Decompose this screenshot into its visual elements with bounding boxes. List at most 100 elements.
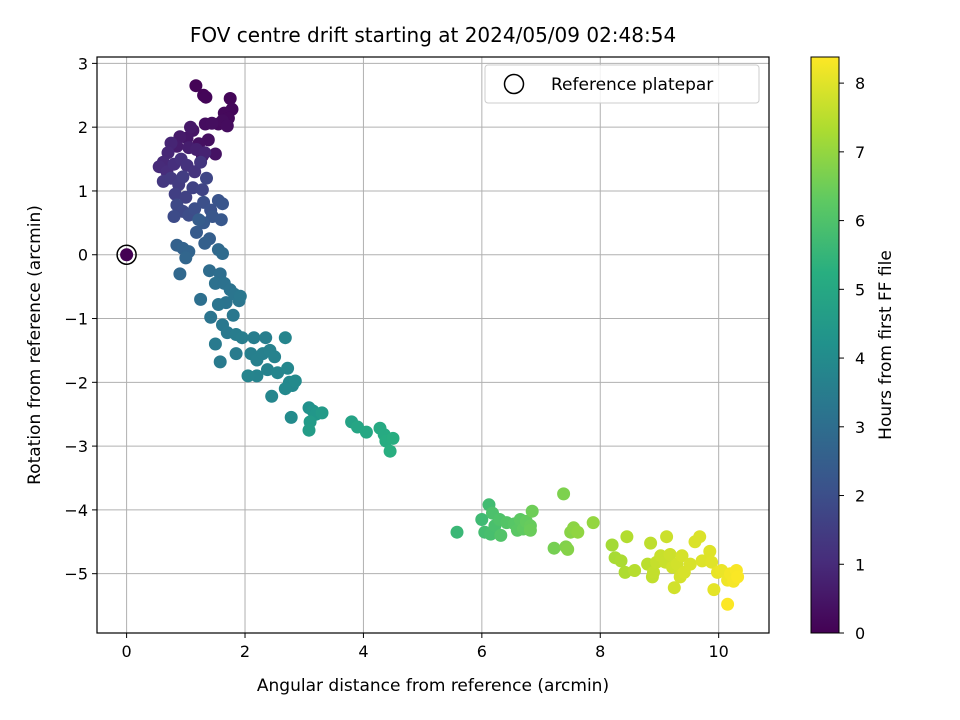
y-axis-title: Rotation from reference (arcmin) [25, 205, 45, 485]
data-point [235, 331, 249, 345]
data-point [523, 523, 537, 537]
data-point [561, 542, 575, 556]
data-point [525, 504, 539, 518]
data-point [216, 247, 229, 260]
data-point [203, 264, 216, 278]
data-point [644, 536, 658, 550]
data-point [204, 310, 218, 324]
data-point [173, 267, 187, 281]
data-point [731, 570, 745, 584]
data-point [208, 337, 222, 351]
x-axis-ticks: 0 2 4 6 8 10 [122, 633, 729, 661]
y-tick-label: −4 [64, 501, 88, 520]
data-point [475, 513, 489, 526]
data-point [167, 210, 181, 223]
colorbar-tick-label: 3 [855, 418, 865, 437]
data-point [695, 554, 709, 568]
data-point [315, 406, 329, 420]
reference-point [120, 248, 134, 262]
data-point [693, 530, 707, 544]
data-point [647, 565, 660, 579]
data-point [359, 425, 373, 439]
data-point [198, 236, 212, 250]
data-point [200, 171, 213, 185]
data-point [199, 90, 213, 104]
data-point [383, 444, 397, 458]
x-tick-label: 8 [595, 642, 605, 661]
data-point [620, 530, 634, 544]
data-point [179, 251, 193, 265]
data-point [705, 555, 719, 569]
x-tick-label: 6 [477, 642, 487, 661]
data-point [259, 331, 273, 345]
data-point [233, 289, 247, 303]
x-axis-title: Angular distance from reference (arcmin) [257, 676, 609, 696]
data-point [278, 382, 292, 396]
y-tick-label: 2 [78, 118, 88, 137]
data-point [663, 548, 677, 561]
data-point [208, 276, 222, 290]
data-point [195, 183, 209, 197]
data-point [189, 79, 203, 93]
data-point [208, 147, 222, 161]
data-point [179, 190, 193, 204]
data-point [184, 120, 197, 134]
data-point [176, 170, 190, 184]
data-point [494, 528, 508, 542]
plot-frame [96, 56, 770, 634]
data-point [190, 225, 203, 239]
data-point [284, 410, 298, 424]
data-point [271, 366, 285, 380]
data-point [168, 187, 182, 201]
data-point [211, 298, 225, 311]
data-point [261, 363, 274, 377]
y-tick-label: −1 [64, 310, 88, 329]
data-point [241, 369, 255, 383]
data-point [675, 549, 689, 563]
colorbar-title: Hours from first FF file [876, 250, 896, 440]
data-point [721, 597, 735, 611]
data-point [660, 530, 674, 544]
data-point [386, 431, 400, 445]
reference-marker-layer [116, 244, 137, 265]
y-tick-label: −2 [64, 373, 88, 392]
x-tick-label: 0 [122, 642, 132, 661]
data-point [213, 355, 227, 369]
data-point [281, 361, 295, 375]
x-tick-label: 10 [708, 642, 728, 661]
x-tick-label: 4 [358, 642, 368, 661]
data-point [229, 347, 243, 361]
colorbar-tick-label: 0 [855, 624, 865, 643]
y-tick-label: 3 [78, 54, 88, 73]
data-point [683, 557, 697, 571]
data-point [614, 554, 628, 568]
data-point [605, 538, 619, 552]
data-point [223, 92, 237, 105]
data-point [220, 119, 234, 133]
chart-title: FOV centre drift starting at 2024/05/09 … [190, 23, 676, 47]
legend-entry-label: Reference platepar [551, 75, 713, 95]
data-point [703, 544, 717, 558]
colorbar-tick-label: 1 [855, 555, 865, 574]
data-point [586, 516, 600, 530]
data-point [628, 564, 642, 577]
data-point [278, 331, 292, 345]
legend: Reference platepar [484, 64, 760, 104]
x-tick-label: 2 [240, 642, 250, 661]
data-point [214, 213, 228, 227]
data-point [265, 389, 279, 403]
data-point [557, 487, 571, 501]
data-point [194, 155, 208, 169]
data-point [194, 292, 208, 306]
data-point [216, 197, 229, 211]
data-point [188, 165, 202, 179]
colorbar-tick-label: 7 [855, 143, 865, 162]
data-point [288, 374, 302, 388]
reference-marker-ring [116, 244, 137, 265]
colorbar-tick-label: 2 [855, 487, 865, 506]
colorbar-ticks: 0 1 2 3 4 5 6 7 8 [839, 74, 865, 643]
y-tick-label: 1 [78, 182, 88, 201]
y-tick-label: 0 [78, 246, 88, 265]
data-point [268, 350, 282, 364]
